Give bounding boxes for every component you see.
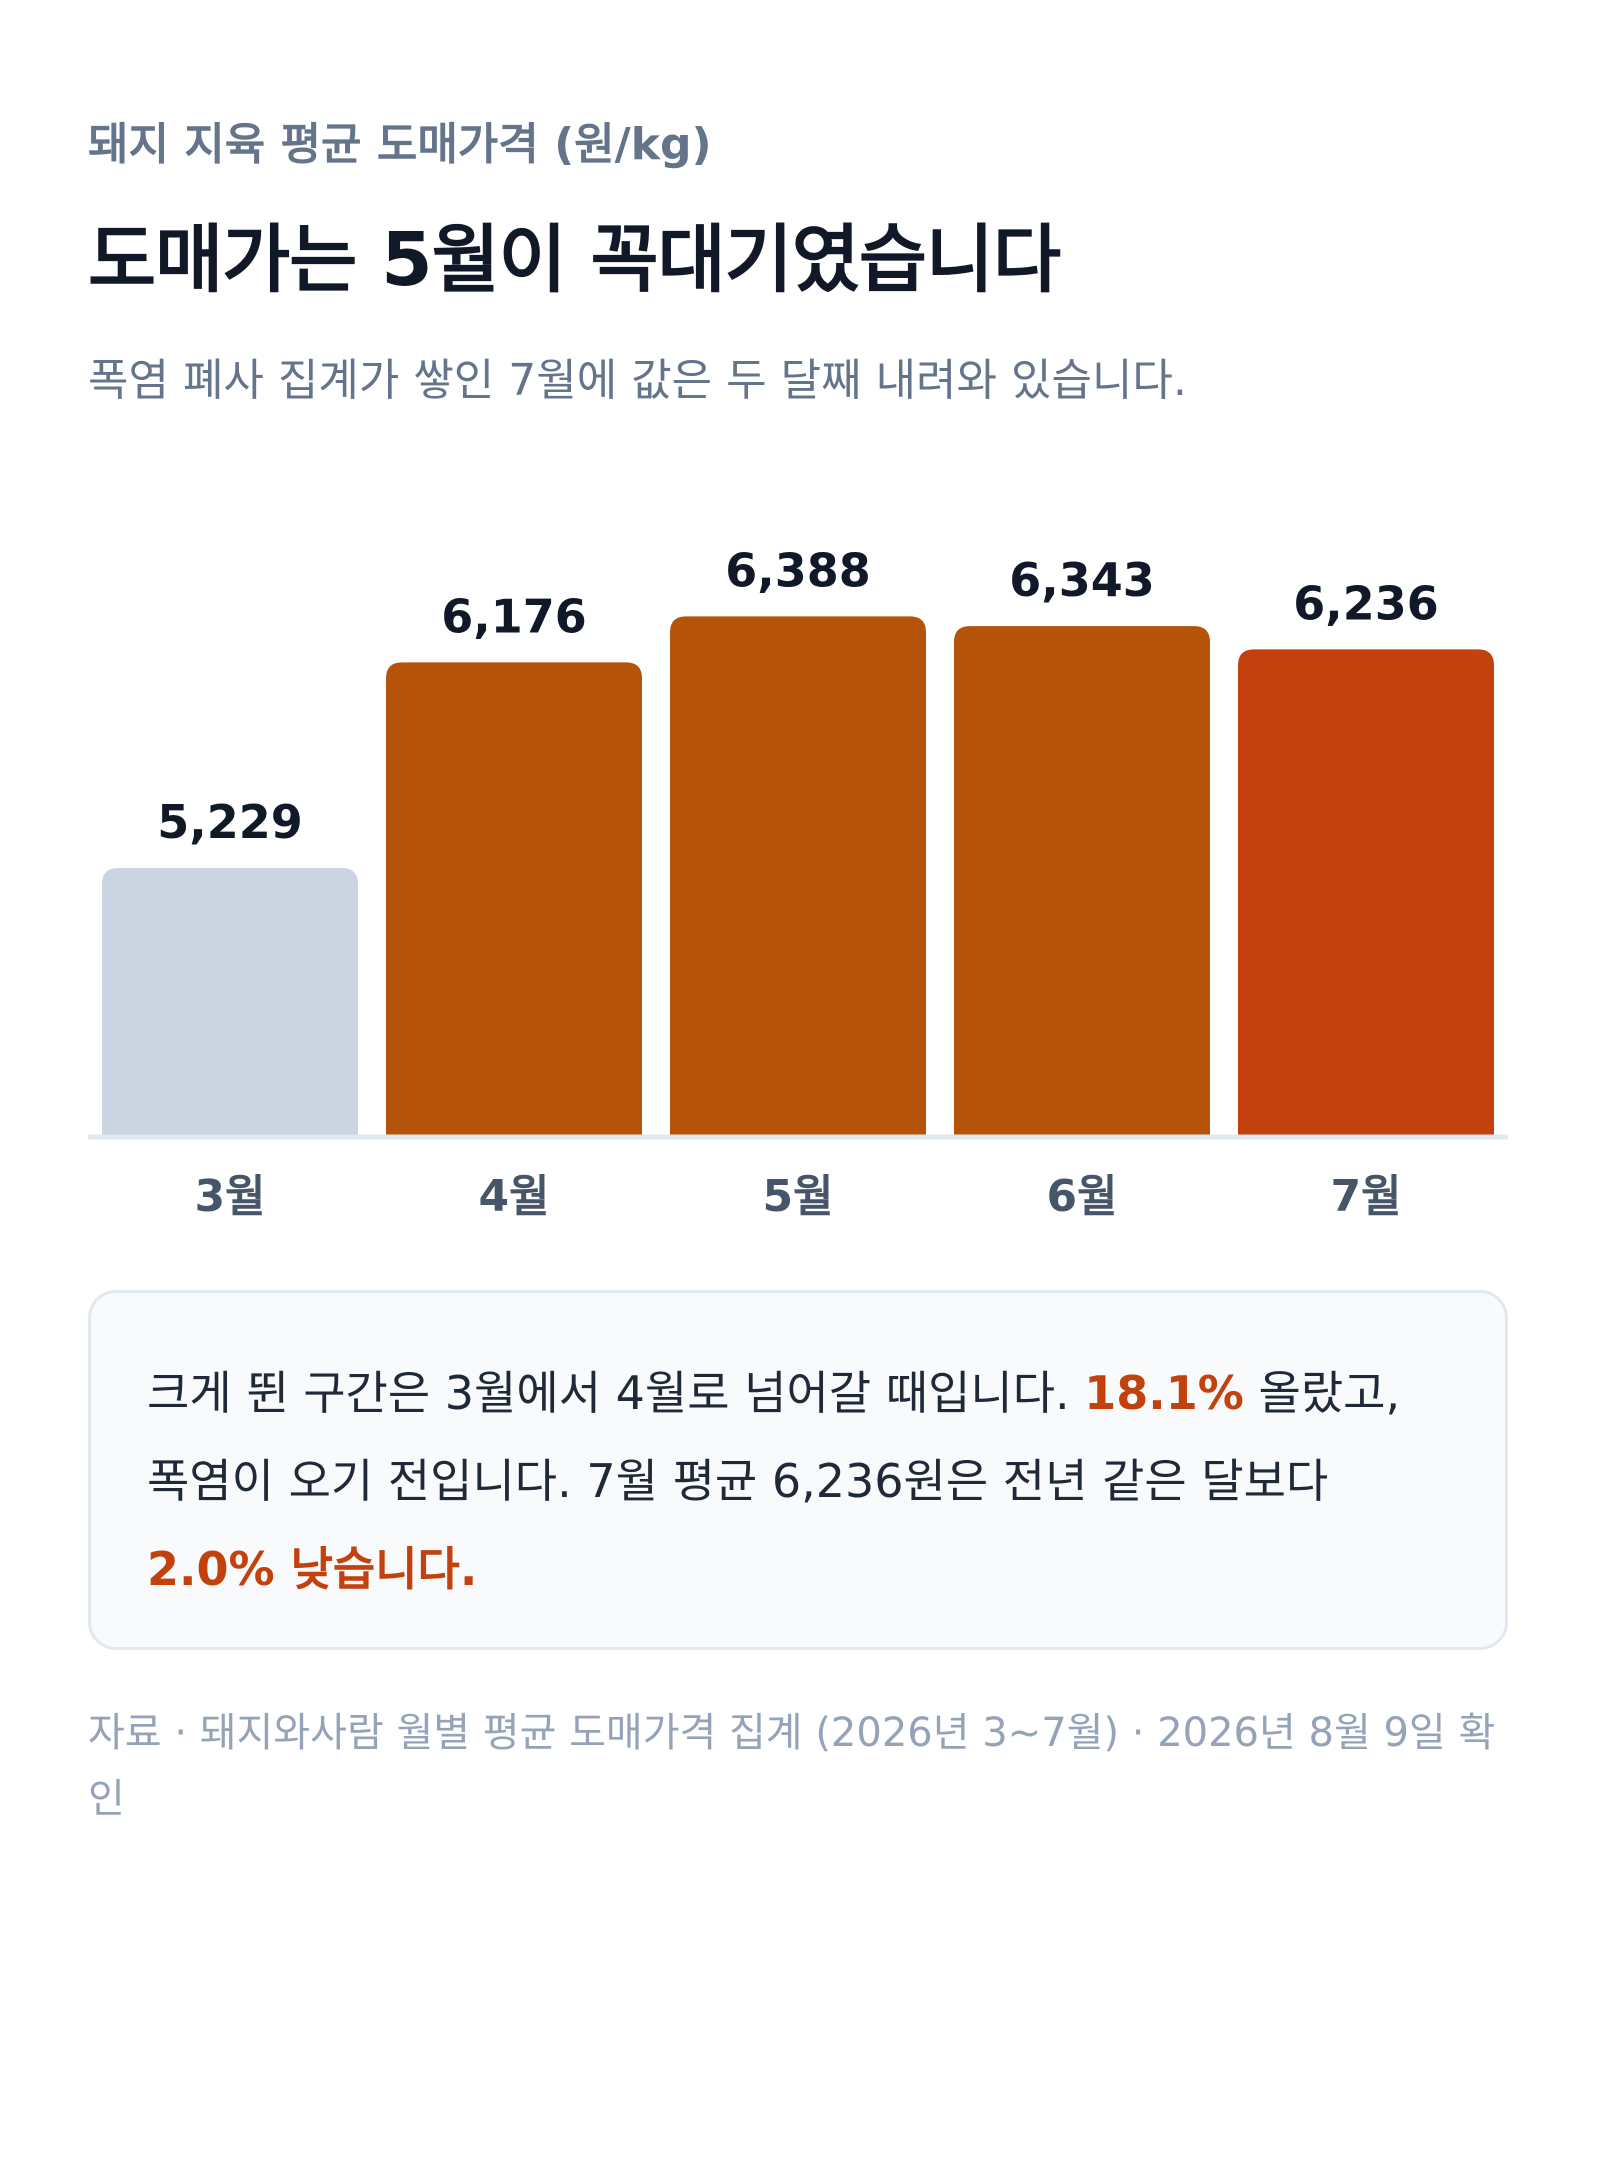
callout-text-1: 크게 뛴 구간은 3월에서 4월로 넘어갈 때입니다. [147, 1366, 1085, 1420]
bar-4 [954, 626, 1210, 1135]
bar-value-label: 6,176 [441, 589, 587, 643]
insight-callout: 크게 뛴 구간은 3월에서 4월로 넘어갈 때입니다. 18.1% 올랐고, 폭… [88, 1290, 1508, 1650]
page-subtitle: 폭염 폐사 집계가 쌓인 7월에 값은 두 달째 내려와 있습니다. [88, 355, 1187, 406]
callout-highlight-1: 18.1% [1084, 1366, 1244, 1420]
bar-value-label: 6,388 [725, 543, 871, 597]
bar-3 [670, 616, 926, 1135]
x-tick-label: 3월 [194, 1171, 265, 1222]
x-tick-label: 5월 [762, 1171, 833, 1222]
bar-value-label: 6,236 [1293, 576, 1439, 630]
x-tick-label: 6월 [1046, 1171, 1117, 1222]
callout-highlight-2: 2.0% 낮습니다. [147, 1542, 478, 1596]
bar-1 [102, 868, 358, 1135]
bar-5 [1238, 649, 1494, 1135]
x-tick-label: 7월 [1330, 1171, 1401, 1222]
page-title: 도매가는 5월이 꼭대기였습니다 [88, 217, 1061, 303]
chart-eyebrow: 돼지 지육 평균 도매가격 (원/kg) [88, 119, 712, 170]
bar-value-label: 6,343 [1009, 553, 1155, 607]
bar-chart: 5,229 3월 6,176 4월 6,388 5월 6,343 6월 6,236 7월 [88, 543, 1508, 1222]
callout-text-2: 올랐고, 폭염이 오기 전입니다. 7월 평균 6,236원은 전년 같은 달보… [147, 1366, 1401, 1508]
bar-2 [386, 662, 642, 1135]
x-tick-label: 4월 [478, 1171, 549, 1222]
bar-value-label: 5,229 [157, 795, 303, 849]
source-note: 자료 · 돼지와사람 월별 평균 도매가격 집계 (2026년 3~7월) · … [88, 1710, 1496, 1822]
